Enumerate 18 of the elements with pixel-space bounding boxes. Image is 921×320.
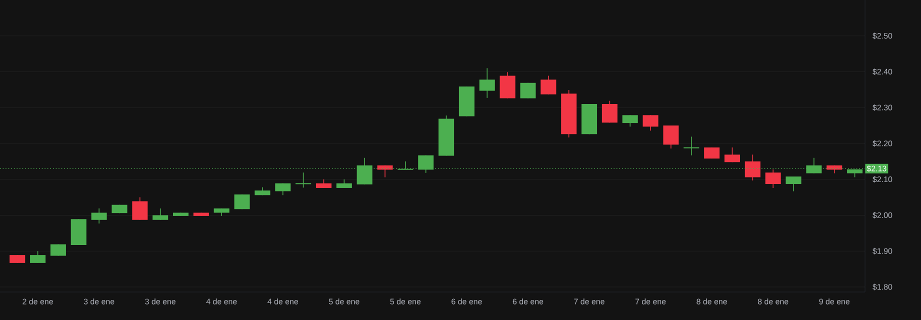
candlestick [91,208,107,224]
candlestick [540,75,556,95]
candlestick [683,136,700,156]
candlestick [602,100,618,124]
candlestick [500,72,516,99]
candlestick [520,82,536,99]
candlestick [152,208,168,220]
candlestick [642,114,658,131]
candlestick [622,114,638,128]
candlestick [765,168,781,188]
candlestick [479,68,495,98]
candlestick [786,176,802,192]
candlestick [724,147,740,163]
candlestick [295,172,312,188]
candlestick [30,250,46,264]
candlestick [744,154,760,181]
candlestick [132,196,148,220]
candlestick [663,125,679,149]
